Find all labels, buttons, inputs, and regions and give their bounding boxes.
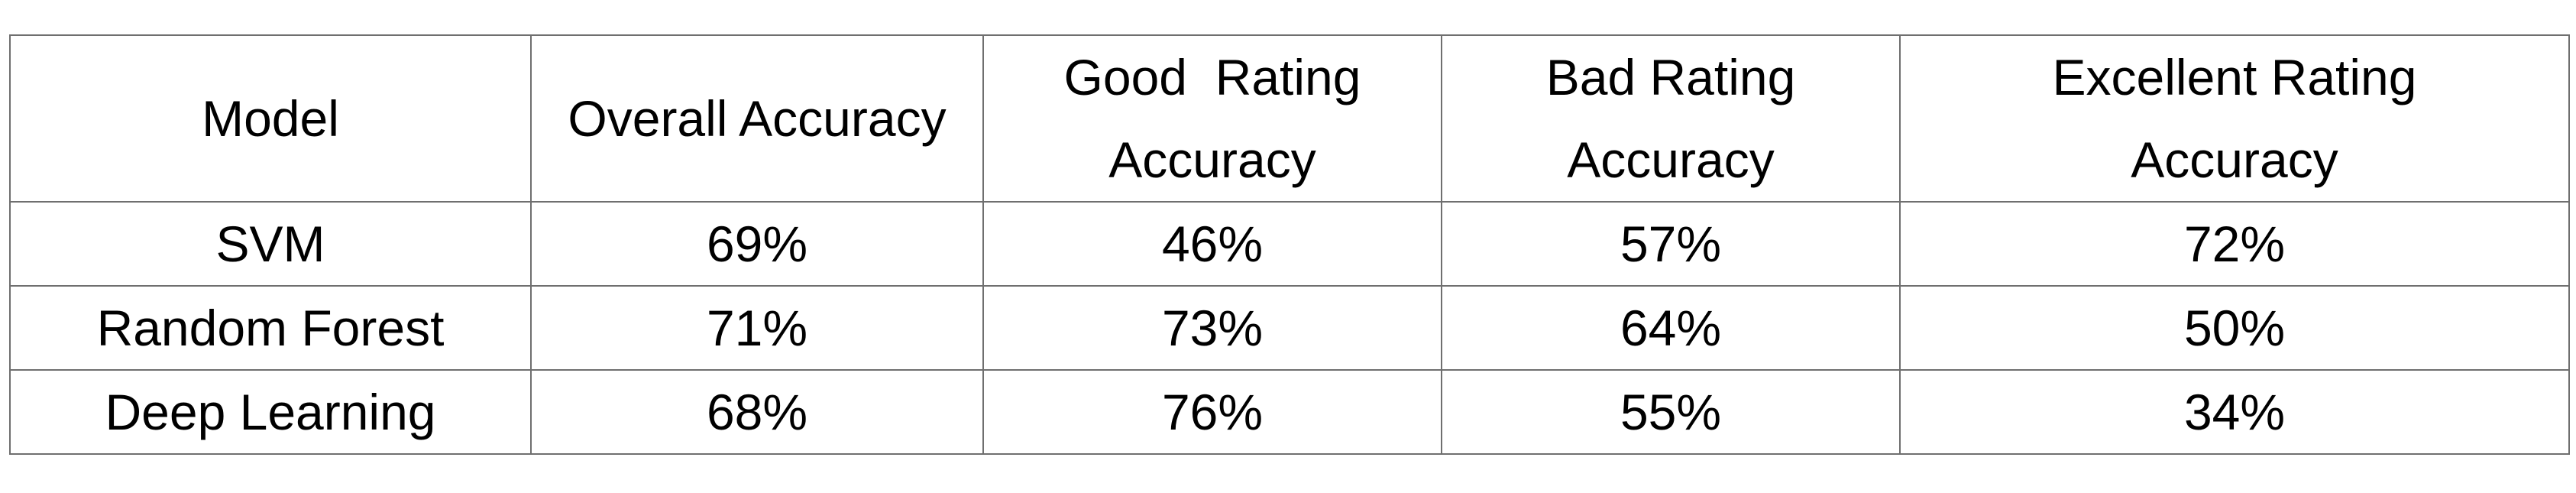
accuracy-table-container: Model Overall Accuracy Good Rating Accur…: [9, 34, 2570, 455]
cell-model: SVM: [9, 201, 532, 287]
table-row-random-forest: Random Forest 71% 73% 64% 50%: [9, 285, 2570, 371]
header-bad-rating-accuracy: Bad Rating Accuracy: [1441, 34, 1901, 203]
header-excellent-rating-line-2: Accuracy: [2131, 131, 2338, 188]
cell-model: Random Forest: [9, 285, 532, 371]
header-model-line-1: Model: [202, 90, 339, 147]
header-row: Model Overall Accuracy Good Rating Accur…: [9, 34, 2570, 203]
cell-excellent-rating-accuracy: 34%: [1899, 369, 2570, 455]
header-good-rating-accuracy: Good Rating Accuracy: [982, 34, 1442, 203]
cell-excellent-rating-accuracy: 50%: [1899, 285, 2570, 371]
cell-overall-accuracy: 69%: [530, 201, 984, 287]
header-excellent-rating-accuracy: Excellent Rating Accuracy: [1899, 34, 2570, 203]
cell-bad-rating-accuracy: 55%: [1441, 369, 1901, 455]
header-excellent-rating-line-1: Excellent Rating: [2052, 49, 2417, 105]
cell-overall-accuracy: 68%: [530, 369, 984, 455]
cell-bad-rating-accuracy: 57%: [1441, 201, 1901, 287]
cell-good-rating-accuracy: 76%: [982, 369, 1442, 455]
cell-bad-rating-accuracy: 64%: [1441, 285, 1901, 371]
cell-good-rating-accuracy: 46%: [982, 201, 1442, 287]
header-overall-accuracy: Overall Accuracy: [530, 34, 984, 203]
cell-good-rating-accuracy: 73%: [982, 285, 1442, 371]
table-row-deep-learning: Deep Learning 68% 76% 55% 34%: [9, 369, 2570, 455]
cell-model: Deep Learning: [9, 369, 532, 455]
header-good-rating-line-2: Accuracy: [1108, 131, 1316, 188]
header-model: Model: [9, 34, 532, 203]
cell-overall-accuracy: 71%: [530, 285, 984, 371]
model-accuracy-table: Model Overall Accuracy Good Rating Accur…: [9, 34, 2570, 455]
header-bad-rating-line-2: Accuracy: [1567, 131, 1775, 188]
header-bad-rating-line-1: Bad Rating: [1545, 49, 1796, 105]
cell-excellent-rating-accuracy: 72%: [1899, 201, 2570, 287]
table-row-svm: SVM 69% 46% 57% 72%: [9, 201, 2570, 287]
header-overall-accuracy-line-1: Overall Accuracy: [568, 90, 947, 147]
header-good-rating-line-1: Good Rating: [1063, 49, 1361, 105]
